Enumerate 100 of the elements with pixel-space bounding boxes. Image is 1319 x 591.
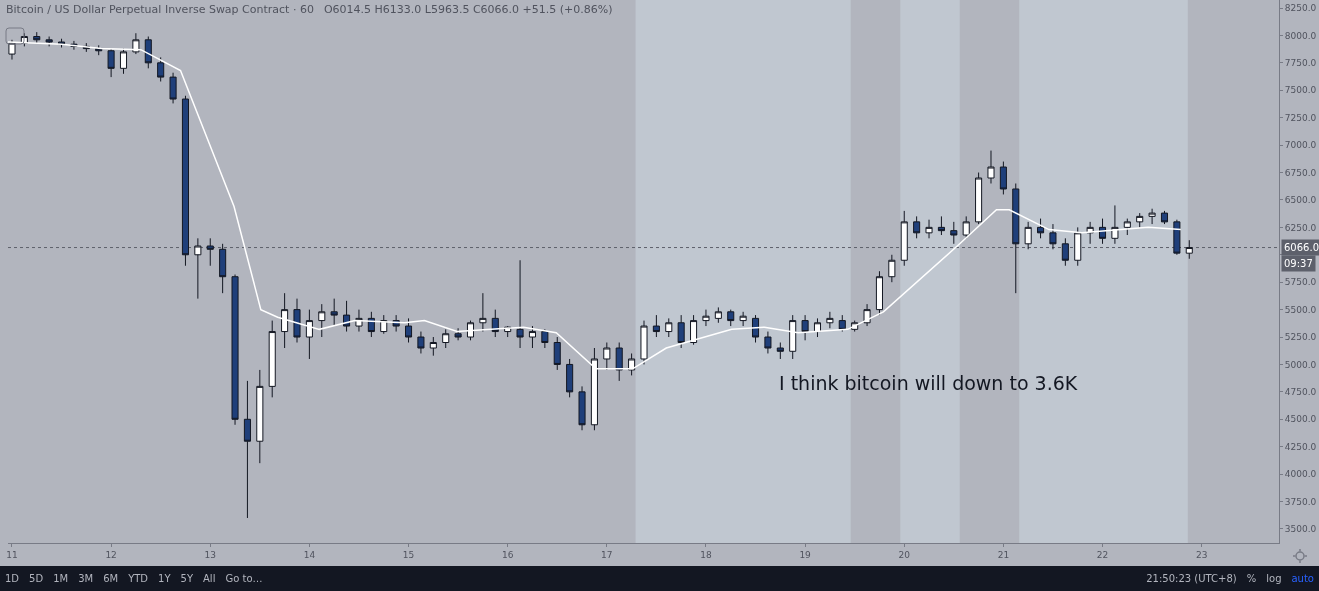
candlestick	[640, 320, 648, 365]
candlestick	[479, 292, 487, 333]
y-tick-label: 6750.0	[1284, 167, 1317, 178]
x-tick-label: 15	[402, 549, 415, 560]
y-tick-label: 3500.0	[1284, 524, 1317, 535]
candlestick	[541, 328, 549, 349]
candlestick	[913, 215, 921, 239]
candlestick	[1173, 219, 1181, 256]
chart-subtitle: O6014.5 H6133.0 L5963.5 C6066.0 +51.5 (+0.86%)	[323, 3, 613, 16]
y-tick-label: 4250.0	[1284, 441, 1317, 452]
candlestick	[528, 325, 536, 349]
candlestick	[1049, 223, 1057, 250]
candlestick	[157, 56, 165, 82]
candlestick	[1086, 221, 1094, 245]
candlestick	[33, 31, 41, 44]
y-tick-label: 8000.0	[1284, 30, 1317, 41]
candlestick	[875, 270, 883, 316]
chart-title: Bitcoin / US Dollar Perpetual Inverse Swap Contract · 60	[6, 3, 314, 16]
text: Go to…	[225, 573, 263, 584]
candlestick	[900, 210, 908, 267]
candlestick	[690, 314, 698, 346]
y-tick-label: 4000.0	[1284, 469, 1317, 480]
candlestick	[243, 380, 251, 519]
candlestick	[516, 259, 524, 349]
candlestick	[1148, 208, 1156, 225]
candlestick	[714, 306, 722, 324]
text: %	[1246, 573, 1257, 584]
candlestick	[727, 309, 735, 327]
candlestick	[1185, 239, 1193, 260]
x-tick-label: 18	[700, 549, 712, 560]
candlestick	[1123, 218, 1131, 236]
candlestick	[1037, 218, 1045, 239]
y-tick-label: 6500.0	[1284, 195, 1317, 206]
candlestick	[219, 243, 227, 294]
text: 3M	[78, 573, 94, 584]
x-tick-label: 14	[303, 549, 316, 560]
candlestick	[975, 172, 983, 225]
candlestick	[615, 342, 623, 382]
y-tick-label: 7250.0	[1284, 112, 1317, 123]
candlestick	[751, 314, 760, 344]
y-tick-label: 5750.0	[1284, 277, 1317, 288]
y-tick-label: 7500.0	[1284, 85, 1317, 96]
y-tick-label: 5000.0	[1284, 359, 1317, 370]
candlestick	[231, 274, 239, 426]
x-tick-label: 21	[997, 549, 1010, 560]
y-tick-label: 7750.0	[1284, 57, 1317, 68]
candlestick	[999, 161, 1007, 195]
candlestick	[789, 314, 797, 360]
x-tick-label: 11	[6, 549, 18, 560]
candlestick	[442, 328, 450, 349]
x-tick-label: 13	[204, 549, 216, 560]
candlestick	[813, 317, 822, 338]
candlestick	[330, 298, 338, 327]
candlestick	[702, 309, 710, 327]
text: 6M	[103, 573, 119, 584]
candlestick	[677, 314, 685, 349]
candlestick	[417, 331, 425, 354]
candlestick	[355, 309, 363, 333]
candlestick	[566, 358, 574, 398]
x-tick-label: 19	[799, 549, 812, 560]
text: 5D	[29, 573, 44, 584]
candlestick	[776, 342, 784, 360]
x-tick-label: 17	[601, 549, 613, 560]
candlestick	[665, 317, 673, 338]
candlestick	[119, 48, 128, 75]
candlestick	[429, 336, 437, 357]
text: All	[203, 573, 216, 584]
text: 1Y	[158, 573, 171, 584]
candlestick	[826, 311, 834, 329]
candlestick	[987, 150, 995, 184]
candlestick	[962, 215, 970, 239]
candlestick	[367, 311, 375, 338]
candlestick	[801, 314, 809, 341]
candlestick	[318, 303, 326, 338]
y-tick-label: 6250.0	[1284, 222, 1317, 233]
candlestick	[739, 311, 747, 327]
candlestick	[1074, 226, 1082, 267]
x-tick-label: 20	[898, 549, 911, 560]
text: 1D	[5, 573, 20, 584]
text: log	[1266, 573, 1282, 584]
y-tick-label: 7000.0	[1284, 140, 1317, 151]
x-tick-label: 16	[501, 549, 514, 560]
candlestick	[1061, 237, 1069, 267]
text: auto	[1291, 573, 1314, 584]
candlestick	[652, 314, 660, 338]
candlestick	[144, 36, 152, 69]
candlestick	[405, 317, 413, 344]
text: 09:37	[1284, 258, 1313, 269]
candlestick	[268, 320, 276, 398]
candlestick	[937, 215, 945, 236]
candlestick	[107, 48, 115, 78]
text: YTD	[128, 573, 149, 584]
candlestick	[1160, 210, 1169, 225]
candlestick	[194, 237, 202, 300]
candlestick	[838, 314, 846, 333]
candlestick	[888, 254, 896, 283]
candlestick	[45, 36, 53, 47]
y-tick-label: 4500.0	[1284, 414, 1317, 425]
text: 5Y	[180, 573, 194, 584]
text: 1M	[53, 573, 69, 584]
